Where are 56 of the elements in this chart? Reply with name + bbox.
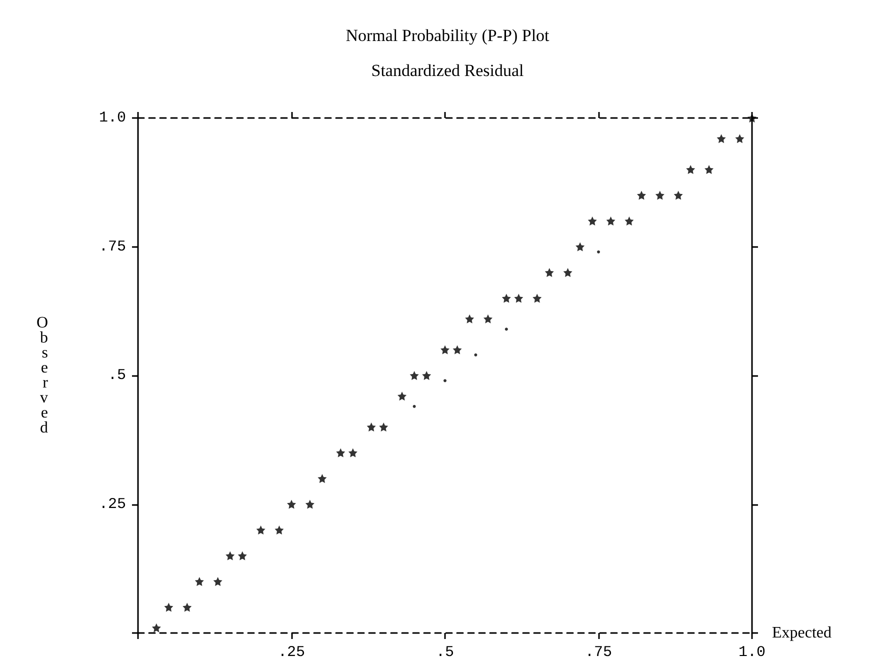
point [152, 623, 161, 632]
point [588, 216, 597, 226]
point [514, 294, 524, 303]
y-axis-title: Observed [36, 314, 49, 436]
point [213, 577, 222, 586]
point [483, 314, 492, 324]
x-axis-title: Expected [772, 624, 832, 642]
point [348, 448, 358, 458]
point [194, 577, 204, 586]
point [636, 190, 646, 200]
x-tick-label: .25 [278, 644, 306, 661]
point [624, 216, 634, 226]
point [410, 371, 419, 380]
point [440, 345, 450, 354]
point [287, 500, 296, 509]
point [474, 353, 478, 356]
point [256, 526, 266, 534]
point [716, 134, 726, 144]
point [379, 422, 388, 432]
point [563, 268, 572, 277]
y-tick-label: 1.0 [98, 110, 126, 126]
x-tick-label: 1.0 [738, 644, 766, 661]
point [274, 526, 284, 534]
point [238, 551, 247, 560]
point [182, 602, 192, 612]
point [674, 190, 683, 200]
point [576, 242, 585, 252]
point [606, 216, 616, 226]
y-tick-label: .25 [98, 496, 126, 513]
point [532, 294, 542, 303]
x-tick-label: .75 [584, 644, 612, 661]
point [398, 392, 407, 401]
point [305, 500, 314, 509]
point [597, 250, 600, 254]
point [704, 165, 714, 174]
point [502, 294, 511, 303]
chart-subtitle: Standardized Residual [371, 61, 524, 80]
point [422, 371, 432, 380]
point [336, 448, 346, 458]
point [366, 422, 376, 432]
point [735, 134, 744, 144]
chart-title: Normal Probability (P-P) Plot [346, 26, 550, 45]
point [226, 551, 235, 560]
point [544, 268, 554, 277]
point [412, 404, 416, 408]
point [504, 328, 508, 331]
point [452, 345, 462, 354]
y-tick-label: .75 [98, 238, 126, 256]
x-tick-label: .5 [436, 644, 454, 661]
point [686, 165, 696, 174]
point [164, 602, 174, 612]
y-tick-label: .5 [108, 367, 126, 384]
point [465, 314, 474, 324]
point [444, 379, 446, 382]
point [655, 190, 664, 200]
point [318, 474, 327, 483]
